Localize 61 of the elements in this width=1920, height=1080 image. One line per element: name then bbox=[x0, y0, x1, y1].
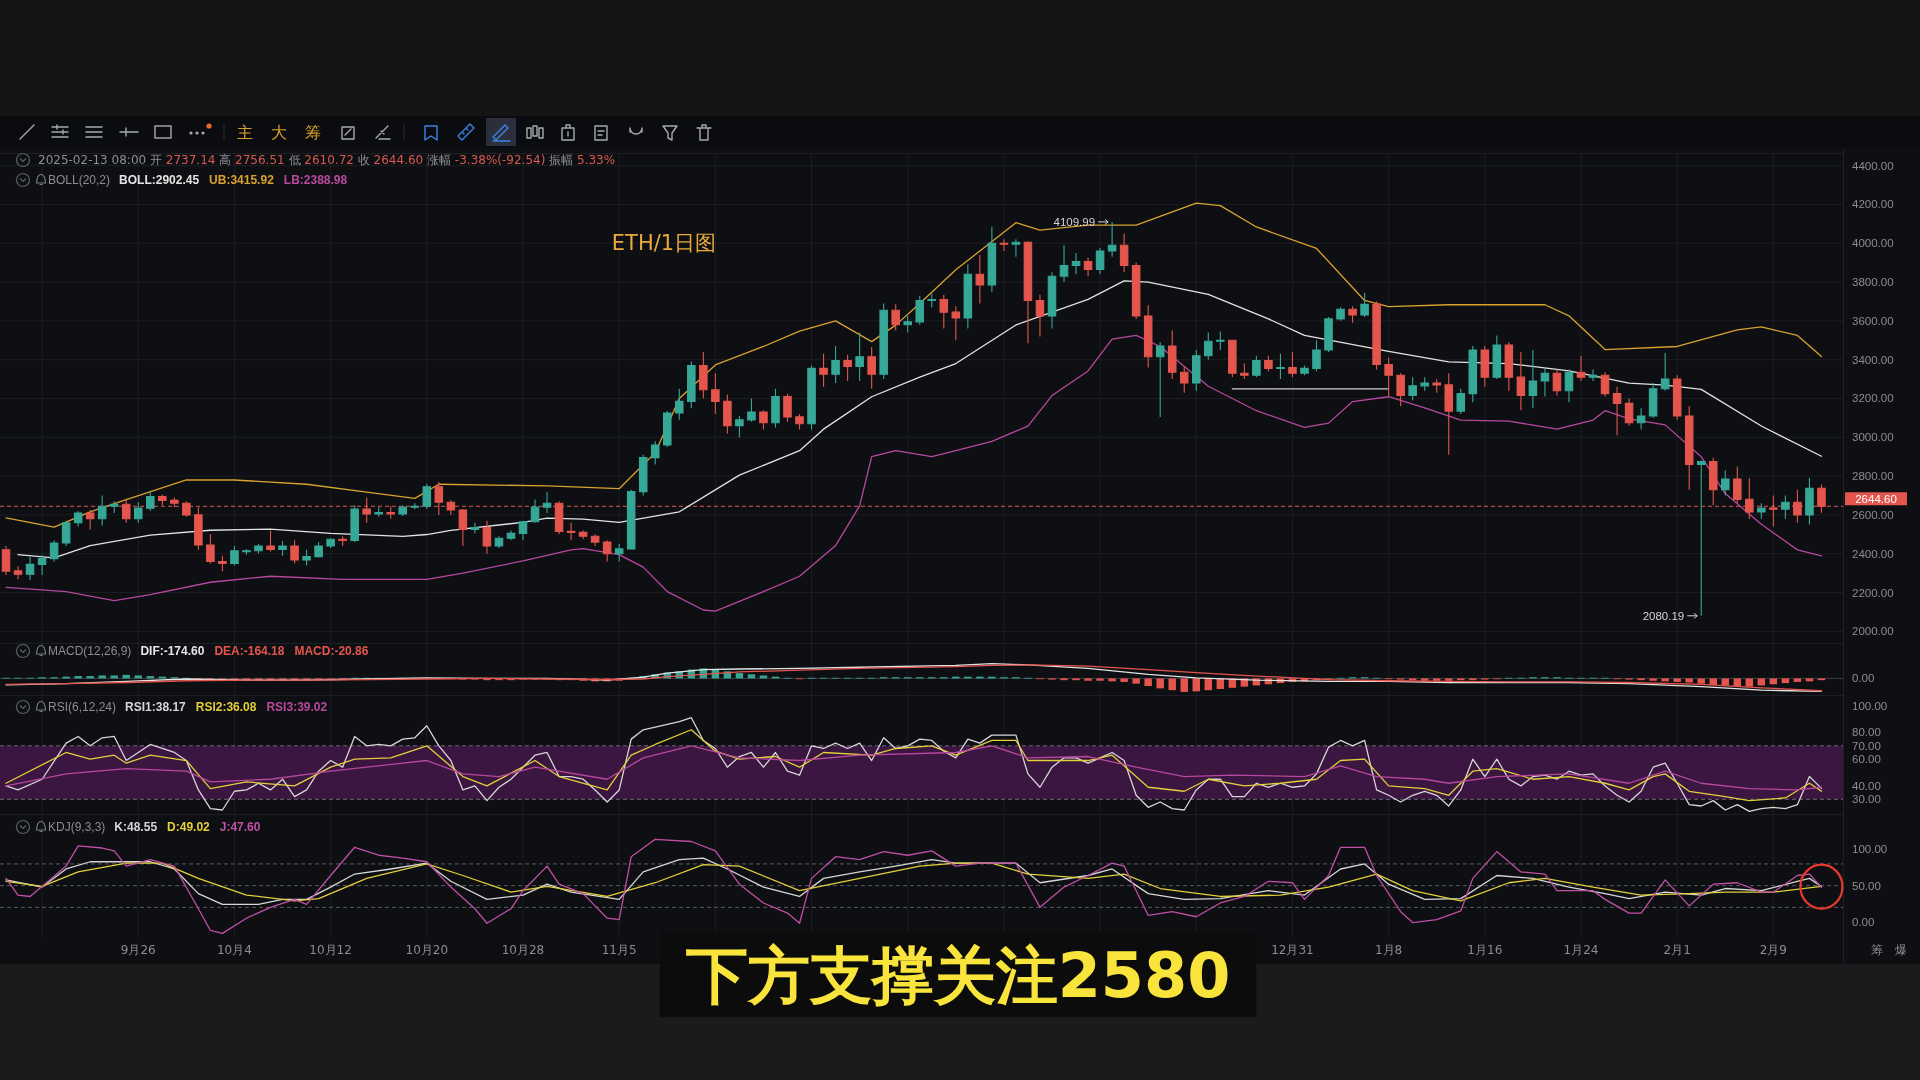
text: BOLL:2902.45 bbox=[119, 173, 200, 187]
y-tick-label: 3000.00 bbox=[1852, 431, 1894, 444]
text: RSI2:36.08 bbox=[195, 700, 257, 714]
y-tick-label: 3600.00 bbox=[1852, 314, 1894, 327]
series-label: DEA:-164.18 bbox=[214, 644, 285, 658]
text: UB:3415.92 bbox=[209, 173, 275, 187]
text: RSI1:38.17 bbox=[125, 700, 187, 714]
y-tick-label: 40.00 bbox=[1852, 779, 1881, 792]
text: 大 bbox=[271, 122, 287, 142]
y-tick-label: 2400.00 bbox=[1852, 547, 1894, 560]
y-tick-label: 60.00 bbox=[1852, 753, 1881, 766]
series-label: MACD:-20.86 bbox=[294, 644, 369, 658]
series-label: DIF:-174.60 bbox=[140, 644, 205, 658]
y-tick-label: 4400.00 bbox=[1852, 159, 1894, 172]
y-tick-label: 70.00 bbox=[1852, 739, 1881, 752]
y-tick-label: 4000.00 bbox=[1852, 237, 1894, 250]
y-tick-label: 3200.00 bbox=[1852, 392, 1894, 405]
legend-title: MACD(12,26,9) bbox=[48, 644, 132, 658]
y-tick-label: 4200.00 bbox=[1852, 198, 1894, 211]
text: 筹 bbox=[305, 122, 321, 142]
text: K:48.55 bbox=[114, 820, 158, 834]
x-tick-label: 1月16 bbox=[1467, 943, 1503, 957]
y-tick-label: 3400.00 bbox=[1852, 353, 1894, 366]
text: 2025-02-13 08:00 开 2737.14 高 2756.51 低 2610.72 收 2644.60 涨幅 -3.38%(-92.54) 振幅 5.33% bbox=[38, 153, 616, 167]
y-tick-label: 2800.00 bbox=[1852, 470, 1894, 483]
x-tick-label: 11月5 bbox=[601, 943, 637, 957]
x-tick-label: 10月20 bbox=[405, 943, 449, 957]
text: 爆 bbox=[1895, 943, 1907, 957]
x-tick-label: 10月12 bbox=[309, 943, 352, 957]
y-tick-label: 100.00 bbox=[1852, 699, 1888, 712]
text: RSI3:39.02 bbox=[266, 700, 328, 714]
y-tick-label: 50.00 bbox=[1852, 879, 1881, 892]
y-tick-label: 100.00 bbox=[1852, 843, 1888, 856]
text: J:47.60 bbox=[219, 820, 261, 834]
text: 筹 bbox=[1871, 943, 1883, 957]
text: D:49.02 bbox=[167, 820, 211, 834]
text: 主 bbox=[237, 122, 253, 142]
y-tick-label: 2000.00 bbox=[1852, 625, 1894, 638]
x-tick-label: 1月24 bbox=[1563, 943, 1599, 957]
x-tick-label: 2月9 bbox=[1759, 943, 1788, 957]
y-tick-label: 2600.00 bbox=[1852, 508, 1894, 521]
legend-title: BOLL(20,2) bbox=[48, 173, 111, 187]
x-tick-label: 2月1 bbox=[1663, 943, 1691, 957]
annotation: 4109.99 bbox=[1053, 215, 1096, 228]
text: 下方支撑关注2580 bbox=[685, 938, 1231, 1012]
y-tick-label: 3800.00 bbox=[1852, 276, 1894, 289]
x-tick-label: 9月26 bbox=[120, 943, 156, 957]
x-tick-label: 1月8 bbox=[1375, 943, 1403, 957]
ref-line-label: 2644.60 bbox=[1855, 492, 1897, 505]
legend-title: RSI(6,12,24) bbox=[48, 700, 117, 714]
text: ETH/1日图 bbox=[611, 231, 717, 255]
y-tick-label: 80.00 bbox=[1852, 726, 1881, 739]
legend-title: KDJ(9,3,3) bbox=[48, 820, 106, 834]
y-tick-label: 0.00 bbox=[1852, 915, 1875, 928]
x-tick-label: 12月31 bbox=[1271, 943, 1314, 957]
text: LB:2388.98 bbox=[283, 173, 348, 187]
annotation: 2080.19 bbox=[1642, 609, 1685, 622]
y-tick-label: 2200.00 bbox=[1852, 586, 1894, 599]
x-tick-label: 10月28 bbox=[501, 943, 545, 957]
x-tick-label: 10月4 bbox=[216, 943, 252, 957]
y-tick-label: 30.00 bbox=[1852, 793, 1881, 806]
